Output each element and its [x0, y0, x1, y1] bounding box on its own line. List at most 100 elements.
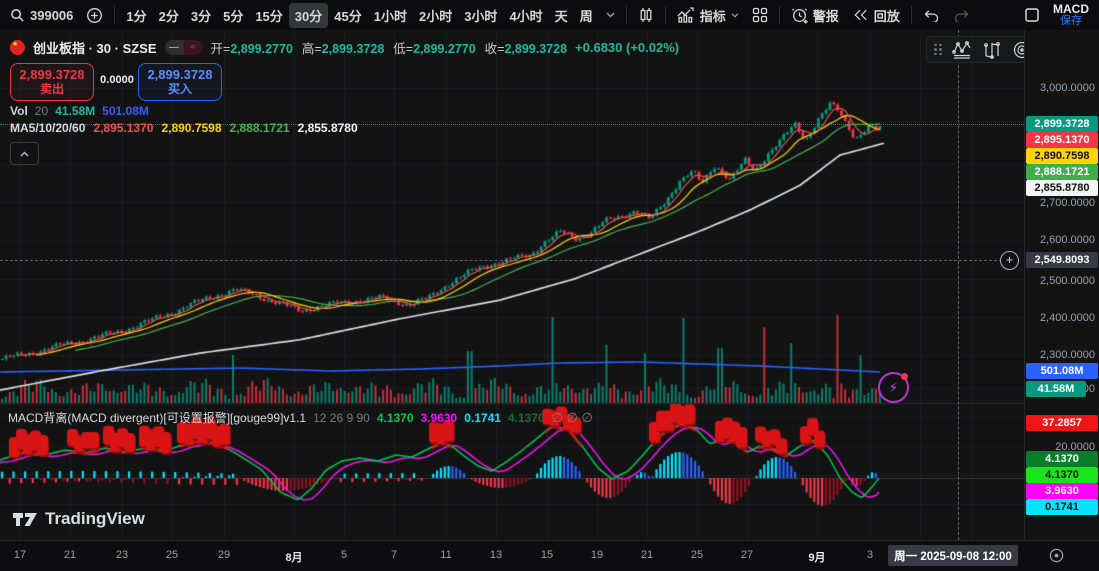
timeframe-3小时[interactable]: 3小时	[464, 8, 498, 24]
replay-button[interactable]: 回放	[846, 3, 906, 28]
undo-button[interactable]	[917, 6, 946, 25]
ohlc-item: 开=2,899.2770	[211, 38, 293, 57]
fullscreen-button[interactable]	[1018, 4, 1046, 26]
time-axis-label: 21	[640, 549, 654, 561]
sell-price: 2,899.3728	[19, 67, 85, 82]
ohlc-value: 2,899.2770	[230, 42, 293, 56]
time-axis[interactable]: 周一 2025-09-08 12:00 17 21 23 25 29 8月 5 7 11 13 15…	[0, 540, 1099, 571]
top-toolbar: 399006 1分 2分 3分 5分 15分 30分 45分 1小时 2小时 3小时 4小时天周 指…	[0, 0, 1099, 30]
time-axis-label: 29	[217, 549, 231, 561]
ma-value: 2,890.7598	[161, 121, 222, 135]
timeframe-15分[interactable]: 15分	[255, 8, 283, 24]
macd-value: 3.9630	[420, 410, 458, 425]
ohlc-item: 高=2,899.3728	[302, 38, 384, 57]
compare-add-button[interactable]	[80, 4, 109, 27]
chart-style-button[interactable]	[632, 4, 660, 26]
time-axis-label: 9月	[808, 552, 826, 564]
indicators-icon	[677, 7, 695, 23]
symbol-search-button[interactable]: 399006	[4, 5, 79, 26]
xabcd-pattern-icon[interactable]	[952, 40, 972, 60]
sell-button[interactable]: 2,899.3728 卖出	[10, 63, 94, 101]
time-axis-label: 21	[63, 549, 77, 561]
time-axis-label: 3	[866, 549, 874, 561]
alert-label: 警报	[812, 8, 839, 24]
macd-value: 0.1741	[464, 410, 501, 425]
crosshair-plus-icon[interactable]: +	[1000, 251, 1019, 270]
price-chart-canvas[interactable]	[0, 30, 1024, 540]
time-axis-label: 5	[340, 549, 348, 561]
symbol-toggle-icons[interactable]: — ≈	[164, 40, 203, 55]
plus-circle-icon	[86, 7, 103, 24]
layout-save-button[interactable]: MACD 保存	[1053, 3, 1089, 27]
price-axis-pill: 2,899.3728	[1026, 116, 1098, 132]
undo-arrow-icon	[923, 9, 940, 22]
ma-value: 2,888.1721	[229, 121, 290, 135]
volume-period: 20	[34, 104, 49, 118]
alert-button[interactable]: 警报	[785, 3, 845, 28]
tradingview-logo[interactable]: TradingView	[12, 507, 145, 531]
replay-label: 回放	[873, 8, 900, 24]
timezone-target-icon[interactable]	[1048, 547, 1065, 569]
chart-pane: + 创业板指 · 30 · SZSE — ≈ 开=2,899.2770 高=2,8…	[0, 30, 1099, 540]
macd-legend-row[interactable]: MACD背离(MACD divergent)[可设置报警][gouge99]v1…	[8, 409, 593, 426]
volume-value: 501.08M	[102, 104, 149, 118]
price-axis-pill: 2,890.7598	[1026, 148, 1098, 164]
ohlc-label: 低=	[393, 42, 414, 56]
spread-value: 0.0000	[100, 74, 134, 86]
volume-ma-value: 41.58M	[55, 104, 96, 118]
toolbar-separator	[910, 6, 912, 24]
timeframe-2分[interactable]: 2分	[158, 8, 179, 24]
time-axis-label: 27	[740, 549, 754, 561]
layout-name: MACD	[1053, 2, 1089, 16]
price-axis-label: 2,700.0000	[1039, 197, 1095, 209]
price-axis-label: 2,500.0000	[1039, 275, 1095, 287]
time-axis-label: 7	[390, 549, 398, 561]
timeframe-天[interactable]: 天	[554, 8, 568, 24]
elliott-wave-icon[interactable]	[982, 40, 1002, 60]
time-axis-label: 25	[165, 549, 179, 561]
crosshair-vertical-line	[958, 30, 959, 540]
time-axis-label: 11	[440, 549, 452, 561]
price-axis-pill: 501.08M	[1026, 363, 1098, 379]
redo-button[interactable]	[947, 6, 976, 25]
timeframe-5分[interactable]: 5分	[223, 8, 244, 24]
timeframe-4小时[interactable]: 4小时	[509, 8, 543, 24]
drag-handle-icon[interactable]	[934, 43, 942, 56]
symbol-title[interactable]: 创业板指 · 30 · SZSE	[33, 41, 157, 56]
interval-menu-chevron-icon[interactable]	[600, 9, 621, 21]
legend-collapse-button[interactable]	[10, 142, 39, 165]
ohlc-values: 开=2,899.2770 高=2,899.3728 低= 2,899.2770 收=2,…	[211, 38, 568, 57]
china-flag-icon	[10, 40, 25, 55]
toolbar-separator	[778, 6, 780, 24]
ma-value: 2,895.1370	[93, 121, 154, 135]
ohlc-item: 收=2,899.3728	[485, 38, 567, 57]
alarm-clock-plus-icon	[791, 7, 808, 24]
indicators-button[interactable]: 指标	[671, 3, 745, 28]
price-axis-label: 20.0000	[1055, 441, 1095, 453]
macd-value: 4.1370	[507, 410, 545, 425]
volume-label: Vol	[10, 104, 28, 118]
macd-values: 4.1370 3.9630 0.1741 4.1370	[377, 411, 545, 425]
timeframe-1分[interactable]: 1分	[126, 8, 147, 24]
volume-legend-row[interactable]: Vol 20 41.58M 501.08M	[10, 104, 149, 118]
timeframe-1小时[interactable]: 1小时	[373, 8, 407, 24]
timeframe-3分[interactable]: 3分	[190, 8, 212, 24]
timeframe-45分[interactable]: 45分	[334, 8, 362, 24]
timeframe-周[interactable]: 周	[579, 8, 593, 24]
timeframe-2小时[interactable]: 2小时	[418, 8, 453, 24]
ma-legend-row[interactable]: MA5/10/20/60 2,895.1370 2,890.7598 2,888.1…	[10, 121, 358, 135]
timeframe-30分[interactable]: 30分	[288, 2, 329, 28]
quick-trade-lightning-button[interactable]: ⚡	[878, 372, 909, 403]
buy-button[interactable]: 2,899.3728 买入	[138, 63, 222, 101]
price-axis-pill: 0.1741	[1026, 499, 1098, 515]
layout-grid-button[interactable]	[746, 4, 774, 26]
price-axis[interactable]: 3,000.0000 2,899.3728 2,895.1370 2,890.7598…	[1024, 30, 1099, 540]
price-axis-label: 2,400.0000	[1039, 312, 1095, 324]
price-axis-pill: 41.58M	[1026, 381, 1086, 397]
minus-toggle-icon[interactable]: —	[164, 40, 184, 55]
ohlc-value: 2,899.3728	[504, 42, 568, 56]
rewind-icon	[852, 8, 869, 22]
wave-toggle-icon[interactable]: ≈	[183, 40, 203, 55]
macd-value: 4.1370	[376, 410, 414, 425]
